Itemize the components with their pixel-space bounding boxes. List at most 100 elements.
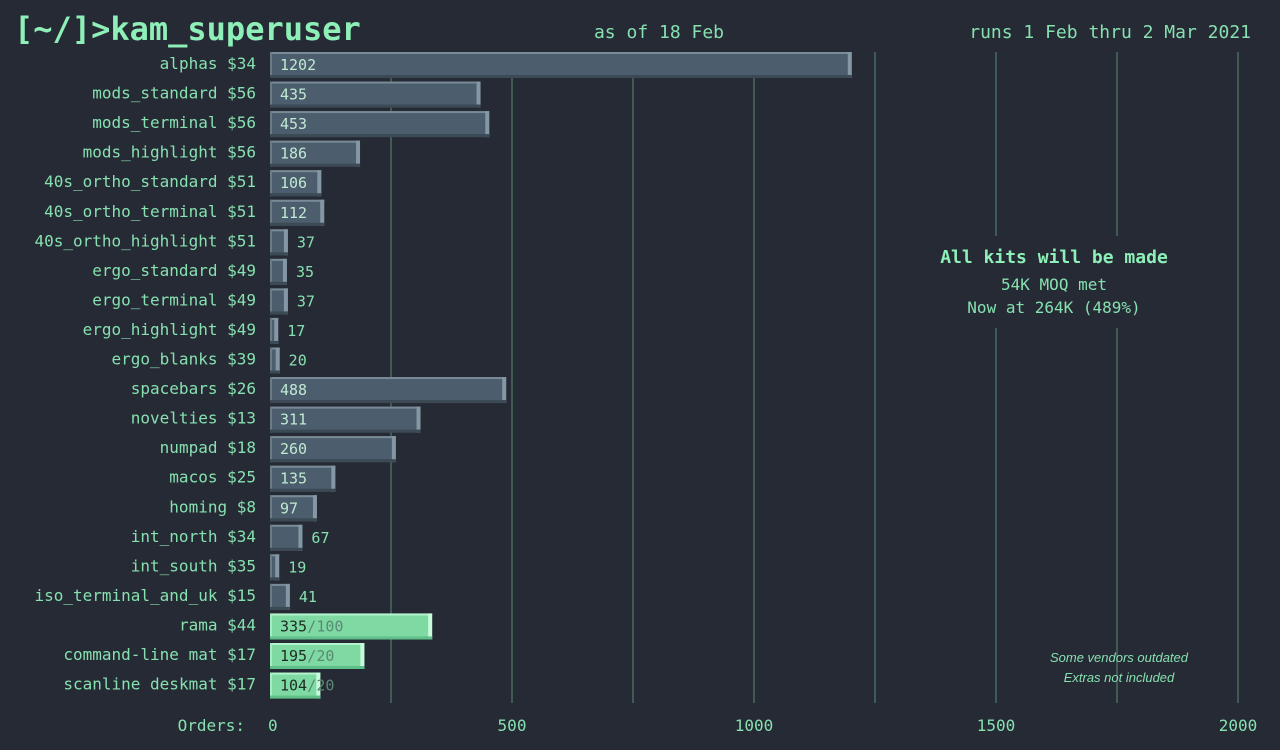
bar-bevel-right (298, 524, 303, 551)
category-label: ergo_blanks $39 (112, 350, 257, 369)
bar-bevel-left (270, 554, 272, 581)
bar-bevel-bottom (270, 666, 365, 669)
bar (270, 258, 287, 285)
data-label: 106 (280, 174, 307, 192)
target-label: /20 (307, 647, 334, 665)
bar (270, 199, 325, 226)
x-tick-label: 1500 (977, 716, 1016, 735)
bar-bevel-bottom (270, 340, 279, 344)
data-label: 453 (280, 115, 307, 133)
bar-bevel-top (270, 199, 325, 202)
x-tick-label: 1000 (735, 716, 774, 735)
as-of-date: as of 18 Feb (594, 22, 724, 43)
bar-bevel-top (270, 81, 481, 84)
category-label: alphas $34 (160, 54, 256, 73)
data-label: 67 (311, 529, 329, 547)
data-label: 135 (280, 470, 307, 488)
data-label: 104 (280, 677, 307, 695)
bar-bevel-bottom (270, 104, 481, 108)
moq-status-line: 54K MOQ met (1001, 275, 1107, 294)
bar-bevel-right (331, 465, 336, 492)
data-label: 97 (280, 499, 298, 517)
data-label: 20 (289, 352, 307, 370)
bar-bevel-top (270, 111, 490, 114)
bar-bevel-bottom (270, 547, 303, 551)
bar-bevel-top (270, 170, 322, 173)
bar-bevel-left (270, 199, 272, 226)
bar-bevel-right (316, 672, 321, 699)
bar (270, 170, 322, 197)
bar (270, 613, 433, 640)
category-label: ergo_terminal $49 (92, 290, 256, 309)
bar-bevel-right (317, 170, 322, 197)
bar (270, 643, 365, 669)
category-label: int_south $35 (131, 556, 256, 575)
bar-bevel-bottom (270, 370, 280, 374)
category-label: mods_standard $56 (92, 84, 256, 103)
bar-bevel-top (270, 258, 287, 261)
bar-bevel-left (270, 436, 272, 463)
bar-bevel-right (428, 613, 433, 640)
data-label: 435 (280, 86, 307, 104)
bar-bevel-left (270, 495, 272, 522)
bar-bevel-bottom (270, 281, 287, 285)
bar-bevel-top (270, 377, 507, 380)
bar (270, 672, 321, 699)
data-label: 1202 (280, 56, 316, 74)
bar-bevel-bottom (270, 429, 421, 433)
bar-bevel-left (270, 140, 272, 167)
bar-bevel-bottom (270, 636, 433, 640)
bar-bevel-bottom (270, 75, 852, 78)
bar-bevel-bottom (270, 459, 396, 463)
bar-bevel-left (270, 583, 272, 610)
data-label: 112 (280, 204, 307, 222)
data-label: 311 (280, 411, 307, 429)
bar-bevel-bottom (270, 488, 336, 492)
moq-status-title: All kits will be made (940, 247, 1168, 268)
bar-bevel-top (270, 317, 279, 320)
bar-bevel-left (270, 613, 272, 640)
bar-bevel-right (502, 377, 507, 404)
category-label: 40s_ortho_terminal $51 (44, 202, 256, 221)
bar-bevel-bottom (270, 577, 280, 581)
bar-bevel-top (270, 229, 288, 232)
bar (270, 347, 280, 374)
bar-bevel-top (270, 406, 421, 409)
order-total-line: Now at 264K (489%) (967, 298, 1140, 317)
bars: alphas $34 1202 mods_standard $56 435 mods_t… (34, 52, 852, 699)
data-label: 37 (297, 233, 315, 251)
bar-bevel-bottom (270, 134, 490, 138)
note-vendors: Some vendors outdated (1050, 650, 1189, 665)
category-label: novelties $13 (131, 409, 256, 428)
data-label: 17 (287, 322, 305, 340)
bar-bevel-right (360, 643, 365, 669)
data-label: 35 (296, 263, 314, 281)
category-label: macos $25 (169, 468, 256, 487)
bar-bevel-left (270, 258, 272, 285)
bar-bevel-top (270, 140, 361, 143)
x-tick-label: 500 (498, 716, 527, 735)
category-label: ergo_highlight $49 (83, 320, 256, 339)
bar-bevel-left (270, 317, 272, 344)
run-dates: runs 1 Feb thru 2 Mar 2021 (969, 22, 1251, 43)
category-label: command-line mat $17 (63, 645, 256, 664)
bar-bevel-top (270, 643, 365, 645)
bar (270, 140, 361, 167)
bar-bevel-bottom (270, 695, 321, 699)
bar-bevel-top (270, 524, 303, 527)
bar-bevel-right (275, 347, 280, 374)
bar (270, 406, 421, 433)
bar-bevel-left (270, 643, 272, 669)
category-label: 40s_ortho_standard $51 (44, 172, 256, 191)
bar-bevel-bottom (270, 311, 288, 315)
bar-bevel-top (270, 672, 321, 675)
bar (270, 111, 490, 138)
bar (270, 436, 396, 463)
bar-bevel-left (270, 111, 272, 138)
category-label: iso_terminal_and_uk $15 (34, 586, 256, 605)
bar-bevel-left (270, 347, 272, 374)
bar-bevel-right (476, 81, 481, 108)
bar-bevel-right (416, 406, 421, 433)
x-axis-label: Orders: (178, 716, 245, 735)
